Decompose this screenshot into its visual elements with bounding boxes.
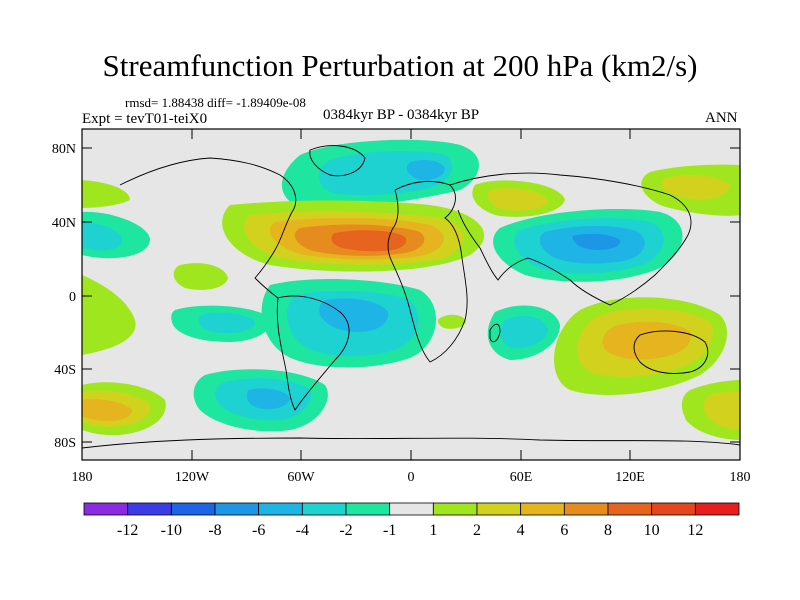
- coastlines-layer: [82, 145, 740, 449]
- coastline-greenland: [309, 145, 366, 177]
- colorbar-label: -1: [383, 522, 396, 539]
- lat-label: 80N: [52, 142, 76, 157]
- colorbar-label: -6: [252, 522, 265, 539]
- colorbar-label: 10: [644, 522, 660, 539]
- coastline-australia: [633, 330, 709, 374]
- contour-south-america-negative-4: [319, 298, 389, 332]
- contour-east-pacific-negative-core: [198, 312, 255, 334]
- contour-north-pacific-positive-core: [661, 175, 730, 200]
- lon-label: 120E: [615, 470, 645, 485]
- lat-label: 40N: [52, 216, 76, 231]
- contour-fill-layer: [82, 139, 740, 440]
- lon-label: 60W: [287, 470, 315, 485]
- contour-arctic-atlantic-negative-inner: [406, 160, 445, 181]
- coastline-south-america: [276, 295, 350, 411]
- colorbar-swatch: [345, 502, 391, 516]
- colorbar-swatch: [301, 502, 347, 516]
- contour-south-atlantic-negative-inner: [246, 388, 290, 410]
- colorbar-swatch: [651, 502, 696, 516]
- colorbar-label: -2: [339, 522, 352, 539]
- colorbar-swatch: [520, 502, 565, 516]
- colorbar-swatch: [607, 502, 653, 516]
- lon-label: 180: [72, 470, 93, 485]
- coastline-antarctica: [82, 437, 740, 449]
- contour-eurasia-positive-core: [487, 188, 548, 211]
- contour-western-atlantic-negative-core: [82, 222, 123, 251]
- colorbar-swatch: [127, 502, 172, 516]
- figure-title: Streamfunction Perturbation at 200 hPa (…: [102, 48, 698, 83]
- rmsd-stats: rmsd= 1.88438 diff= -1.89409e-08: [125, 95, 306, 110]
- period-label: 0384kyr BP - 0384kyr BP: [323, 107, 480, 123]
- lon-label: 120W: [175, 470, 210, 485]
- lat-label: 80S: [54, 436, 76, 451]
- colorbar-label: 4: [517, 522, 525, 539]
- colorbar-swatch: [170, 502, 216, 516]
- colorbar-swatch: [476, 502, 522, 516]
- colorbar-label: 2: [473, 522, 481, 539]
- lon-label: 60E: [510, 470, 533, 485]
- lat-label: 40S: [54, 363, 76, 378]
- colorbar-swatch: [389, 502, 434, 516]
- colorbar-label: 8: [604, 522, 612, 539]
- coastline-madagascar: [489, 323, 501, 343]
- lon-label: 180: [730, 470, 751, 485]
- contour-southern-ocean-positive-core: [703, 391, 740, 430]
- contour-north-pacific-west-positive: [82, 180, 130, 208]
- colorbar-swatch: [214, 502, 260, 516]
- colorbar: -12 -10 -8 -6 -4 -2 -1 1 2 4 6 8 10 12: [83, 502, 740, 539]
- coastline-asia: [449, 172, 692, 306]
- colorbar-label: 12: [687, 522, 703, 539]
- colorbar-swatch: [694, 502, 740, 516]
- lat-ticks: [82, 147, 740, 443]
- contour-atlantic-positive-small: [437, 314, 466, 329]
- colorbar-label: -4: [296, 522, 309, 539]
- lon-ticks: [81, 129, 741, 460]
- contour-south-indian-negative-core: [500, 315, 548, 349]
- colorbar-label: 6: [560, 522, 568, 539]
- colorbar-swatch: [258, 502, 303, 516]
- contour-south-pacific-positive-4: [82, 399, 132, 422]
- coastline-north-america: [119, 157, 297, 299]
- season-label: ANN: [705, 110, 738, 126]
- colorbar-swatch: [83, 502, 129, 516]
- colorbar-label: 1: [429, 522, 437, 539]
- colorbar-label: -12: [117, 522, 138, 539]
- experiment-label: Expt = tevT01-teiX0: [82, 111, 208, 127]
- lon-label: 0: [408, 470, 415, 485]
- coastline-europe-africa: [387, 180, 468, 363]
- contour-east-atlantic-positive: [82, 275, 136, 355]
- lat-label: 0: [69, 290, 76, 305]
- colorbar-label: -8: [208, 522, 221, 539]
- contour-pacific-positive-small: [173, 263, 228, 290]
- colorbar-label: -10: [161, 522, 182, 539]
- colorbar-swatch: [563, 502, 609, 516]
- contour-asia-negative-6: [572, 233, 621, 250]
- colorbar-swatch: [432, 502, 478, 516]
